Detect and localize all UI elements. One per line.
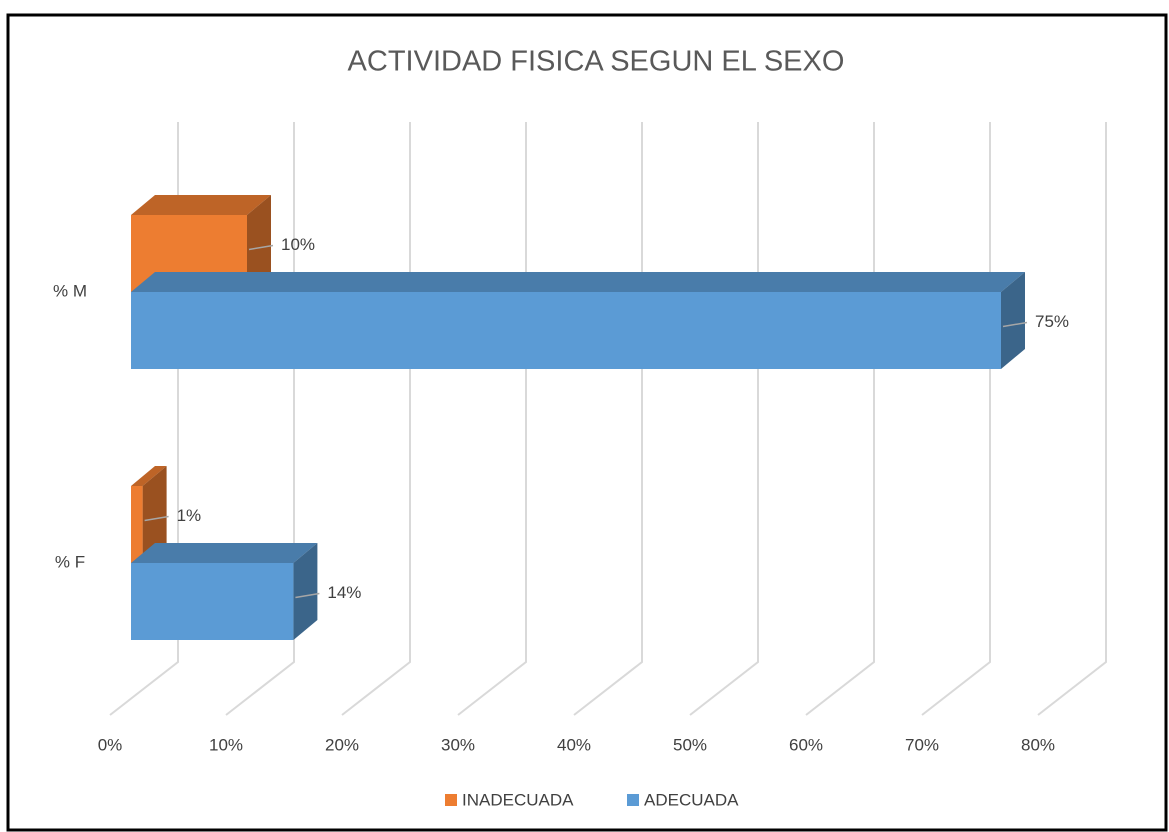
legend-label: ADECUADA (644, 790, 739, 809)
legend-swatch (445, 794, 457, 806)
x-tick-label: 80% (1021, 735, 1055, 754)
leader-line (144, 515, 169, 522)
leader-line (1002, 321, 1028, 328)
x-tick-label: 50% (673, 735, 707, 754)
legend-label: INADECUADA (462, 790, 574, 809)
bar-top (131, 466, 167, 486)
bar-side (1001, 272, 1025, 369)
chart-frame (6, 13, 1168, 832)
bar-side (142, 466, 167, 563)
bar-top (131, 272, 1025, 292)
bar (131, 486, 143, 563)
x-tick-label: 10% (209, 735, 243, 754)
chart-title: ACTIVIDAD FISICA SEGUN EL SEXO (348, 46, 845, 78)
bar-top (131, 543, 318, 563)
x-tick-label: 20% (325, 735, 359, 754)
x-tick-label: 70% (905, 735, 939, 754)
x-tick-label: 40% (557, 735, 591, 754)
data-label: 14% (327, 583, 361, 602)
grid-line (1037, 122, 1107, 716)
bar-side (247, 195, 271, 292)
y-tick-label: % F (55, 552, 85, 571)
bar (131, 292, 1001, 369)
bar (131, 563, 294, 640)
leader-line (295, 592, 320, 599)
bar-side (293, 543, 318, 640)
data-label: 75% (1035, 312, 1069, 331)
bar-top (131, 195, 271, 215)
x-tick-label: 60% (789, 735, 823, 754)
data-label: 10% (281, 235, 315, 254)
x-tick-label: 0% (98, 735, 123, 754)
y-tick-label: % M (53, 281, 87, 300)
x-tick-label: 30% (441, 735, 475, 754)
leader-line (248, 244, 274, 251)
legend-swatch (627, 794, 639, 806)
data-label: 1% (177, 506, 202, 525)
